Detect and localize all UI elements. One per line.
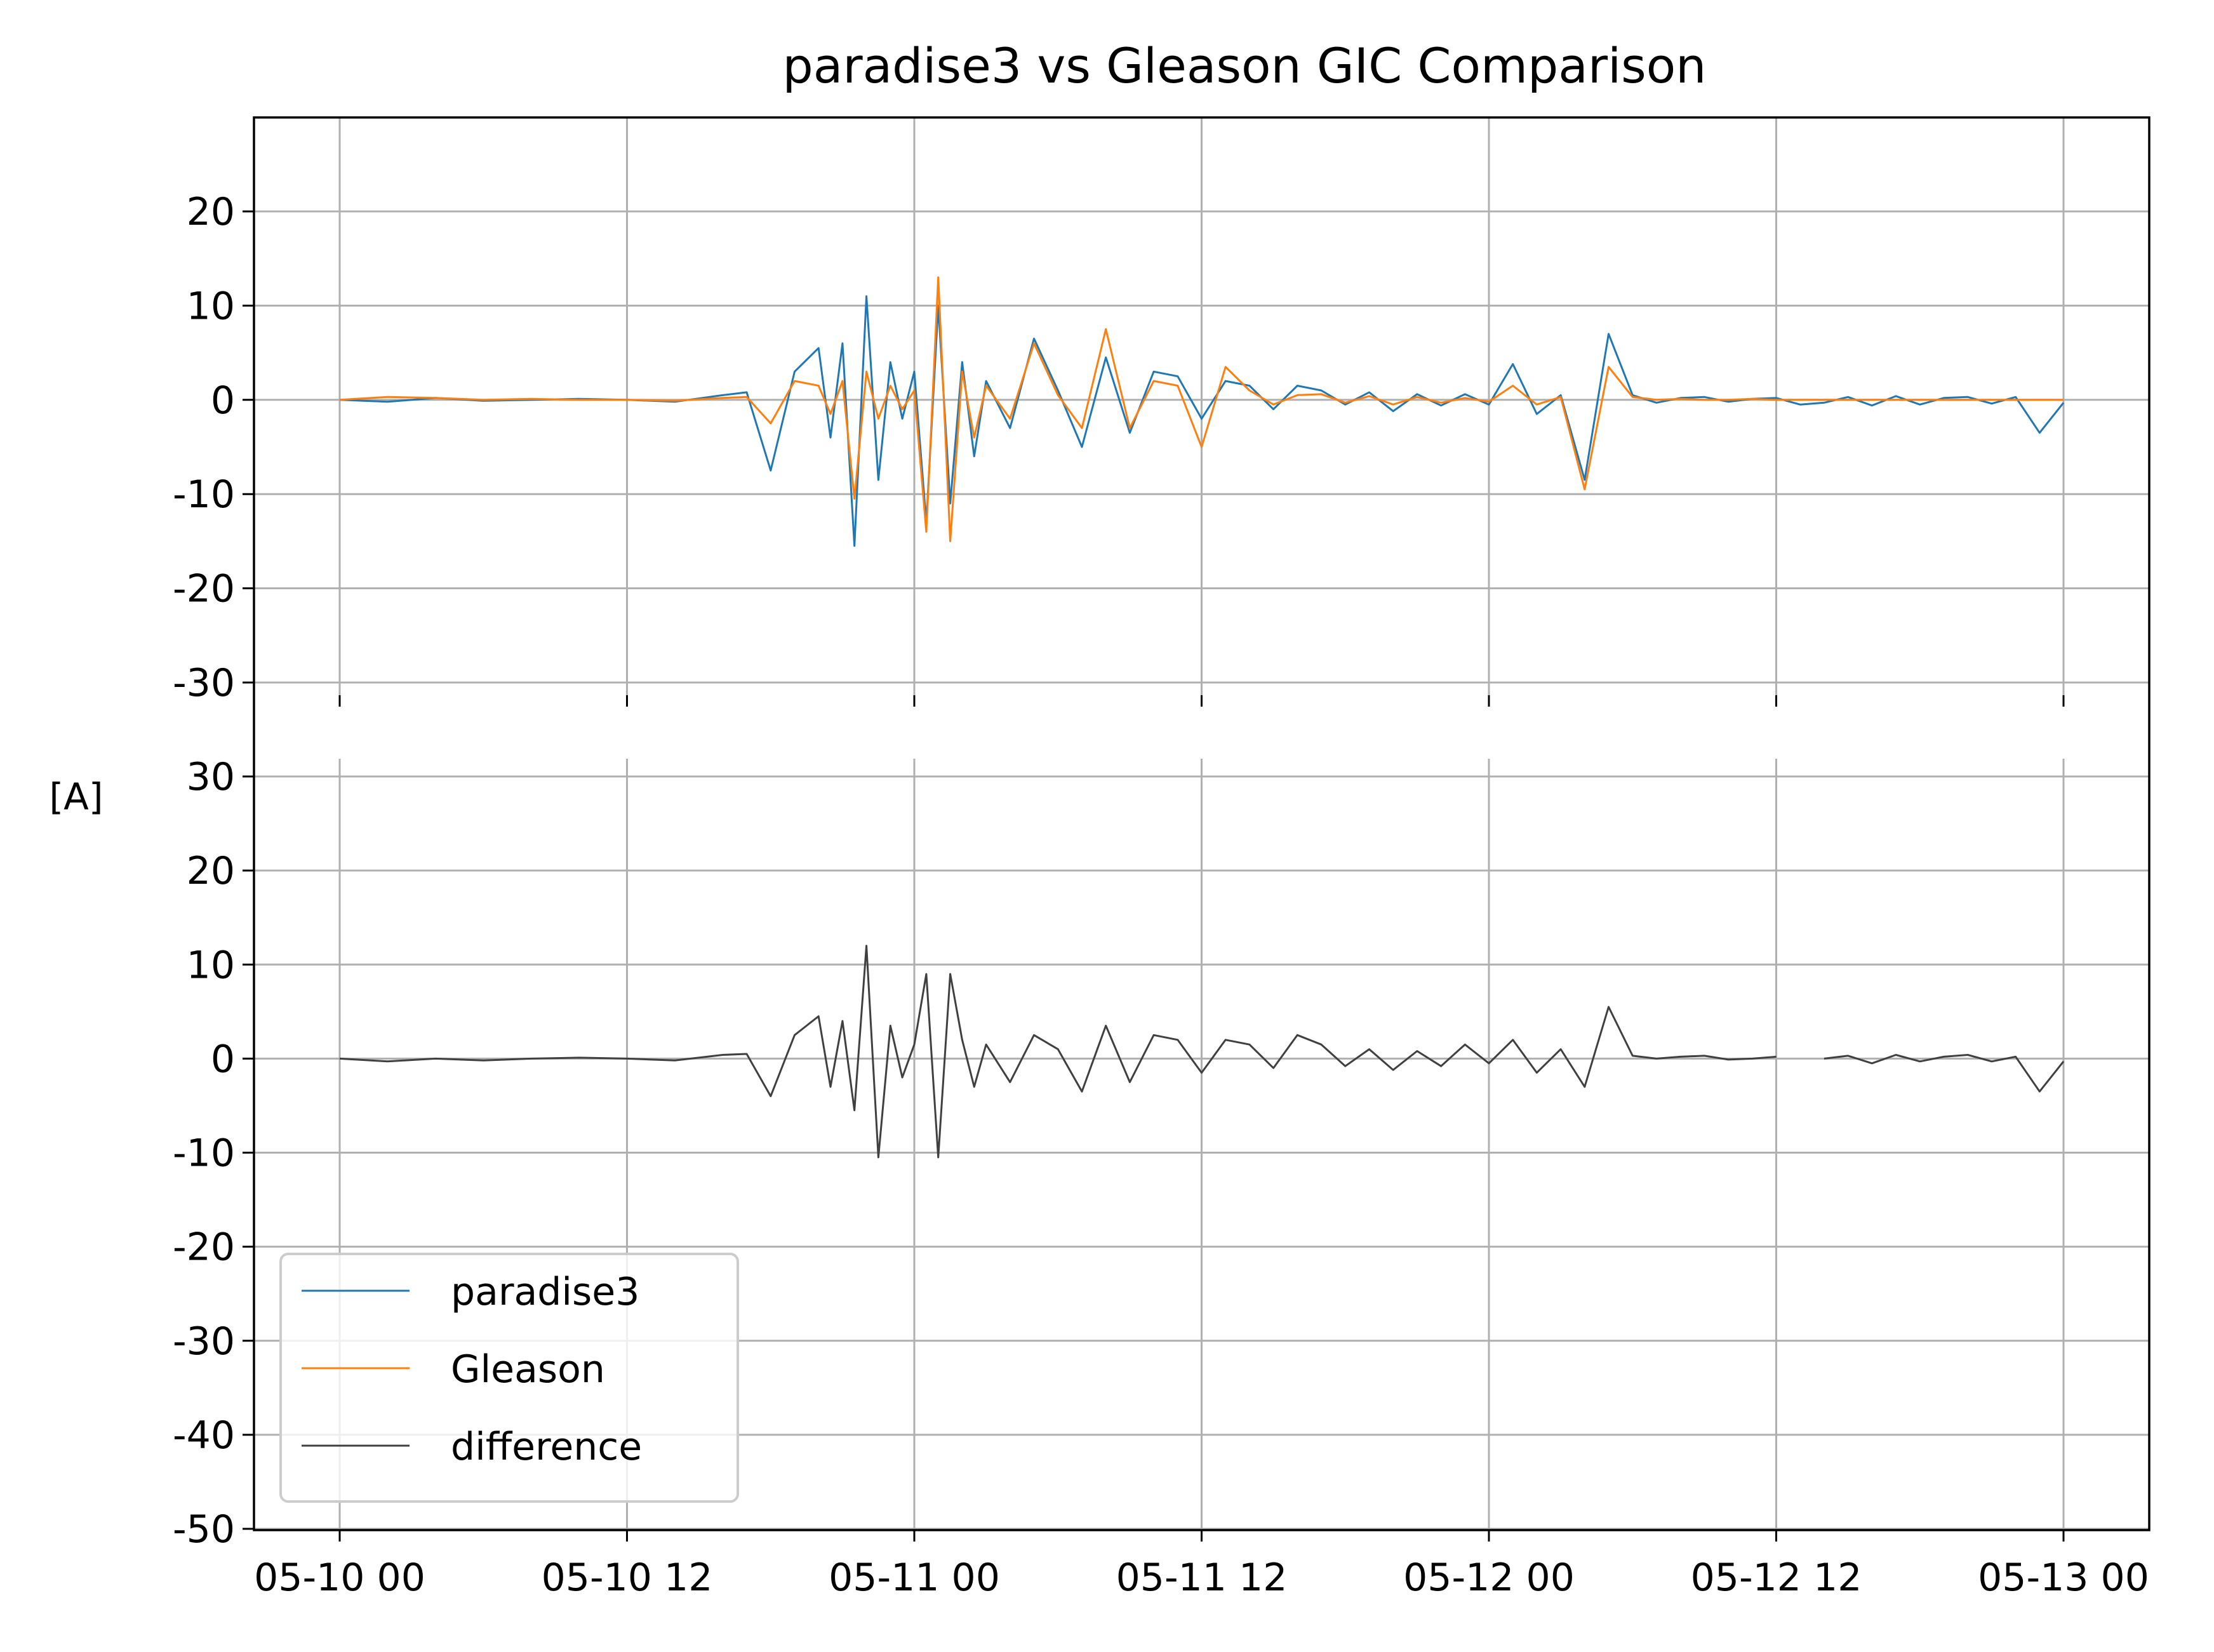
- chart-title: paradise3 vs Gleason GIC Comparison: [783, 37, 1707, 94]
- y-tick-label: 20: [187, 190, 235, 234]
- y-tick-label: 10: [187, 284, 235, 328]
- top-panel-grid: [254, 117, 2149, 695]
- legend-frame: [279, 1253, 739, 1503]
- series-line-gleason: [339, 276, 2064, 542]
- legend-label-gleason: Gleason: [451, 1347, 605, 1392]
- x-tick-label: 05-11 00: [829, 1555, 1000, 1600]
- y-tick-label: -20: [173, 1225, 235, 1270]
- y-tick-label: -10: [173, 1131, 235, 1176]
- y-tick-label: 30: [187, 755, 235, 799]
- bottom-panel-series: [339, 945, 2065, 1159]
- top-panel-series: [339, 276, 2065, 547]
- x-tick-label: 05-13 00: [1978, 1555, 2149, 1600]
- legend-label-paradise3: paradise3: [451, 1270, 639, 1314]
- y-tick-label: -40: [173, 1413, 235, 1458]
- y-tick-label: -50: [173, 1507, 235, 1552]
- bottom-panel-y-ticks: 30 20 10 0 -10 -20 -30 -40 -50: [173, 755, 254, 1552]
- legend-label-difference: difference: [451, 1425, 642, 1469]
- legend: paradise3 Gleason difference: [279, 1253, 739, 1503]
- x-tick-label: 05-12 12: [1691, 1555, 1862, 1600]
- x-ticks: 05-10 00 05-10 12 05-11 00 05-11 12 05-12 00…: [254, 695, 2149, 1600]
- series-line-difference: [339, 945, 2065, 1159]
- y-tick-label: 10: [187, 943, 235, 987]
- x-tick-label: 05-10 00: [254, 1555, 425, 1600]
- y-tick-label: 20: [187, 849, 235, 893]
- x-tick-label: 05-12 00: [1403, 1555, 1575, 1600]
- x-tick-label: 05-11 12: [1116, 1555, 1288, 1600]
- y-tick-label: -30: [173, 661, 235, 705]
- x-tick-label: 05-10 12: [542, 1555, 713, 1600]
- top-panel-y-ticks: 20 10 0 -10 -20 -30: [173, 190, 254, 705]
- y-tick-label: -10: [173, 472, 235, 517]
- y-axis-label: [A]: [50, 775, 103, 818]
- y-tick-label: -30: [173, 1319, 235, 1364]
- y-tick-label: -20: [173, 567, 235, 611]
- y-tick-label: 0: [211, 1037, 235, 1081]
- y-tick-label: 0: [211, 378, 235, 423]
